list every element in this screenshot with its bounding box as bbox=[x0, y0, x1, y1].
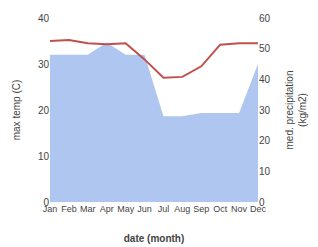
svg-text:Apr: Apr bbox=[100, 204, 114, 214]
svg-text:Jul: Jul bbox=[158, 204, 170, 214]
svg-text:30: 30 bbox=[259, 105, 271, 116]
svg-text:Sep: Sep bbox=[193, 204, 209, 214]
svg-text:max temp (C): max temp (C) bbox=[11, 80, 22, 141]
svg-text:Jan: Jan bbox=[43, 204, 58, 214]
svg-text:Aug: Aug bbox=[174, 204, 190, 214]
svg-text:30: 30 bbox=[38, 59, 50, 70]
svg-text:Jun: Jun bbox=[137, 204, 152, 214]
svg-text:Nov: Nov bbox=[231, 204, 248, 214]
svg-text:50: 50 bbox=[259, 43, 271, 54]
svg-text:0: 0 bbox=[43, 197, 49, 208]
svg-text:60: 60 bbox=[259, 13, 271, 24]
svg-text:10: 10 bbox=[259, 166, 271, 177]
svg-text:Dec: Dec bbox=[250, 204, 267, 214]
svg-text:Oct: Oct bbox=[213, 204, 228, 214]
svg-text:Feb: Feb bbox=[61, 204, 77, 214]
svg-text:med. precipitation(kg/m2): med. precipitation(kg/m2) bbox=[284, 71, 308, 150]
svg-text:10: 10 bbox=[38, 151, 50, 162]
svg-text:20: 20 bbox=[259, 135, 271, 146]
svg-text:date (month): date (month) bbox=[124, 233, 185, 244]
svg-text:20: 20 bbox=[38, 105, 50, 116]
svg-text:40: 40 bbox=[259, 74, 271, 85]
svg-text:0: 0 bbox=[259, 197, 265, 208]
svg-text:May: May bbox=[117, 204, 135, 214]
svg-text:40: 40 bbox=[38, 13, 50, 24]
svg-text:Mar: Mar bbox=[80, 204, 96, 214]
